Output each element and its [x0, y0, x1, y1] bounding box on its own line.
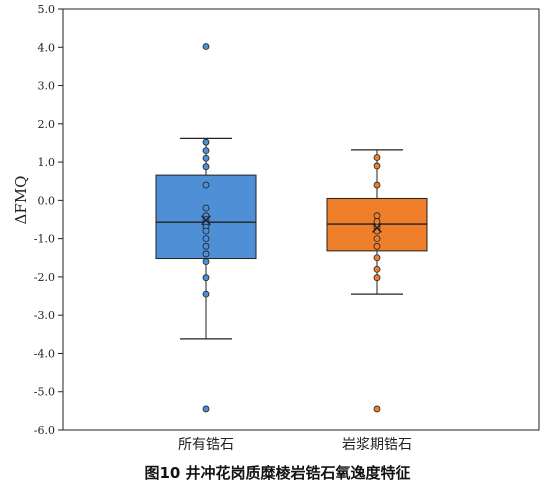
data-point — [373, 235, 381, 243]
data-point — [373, 162, 381, 170]
data-point — [202, 258, 210, 266]
plot-frame — [62, 8, 540, 431]
figure-caption: 图10 井冲花岗质糜棱岩锆石氧逸度特征 — [144, 464, 411, 482]
y-tick-label: -5.0 — [34, 386, 55, 399]
mean-marker — [372, 222, 382, 233]
data-point — [202, 204, 210, 212]
data-point — [373, 181, 381, 189]
y-tick-label: 3.0 — [38, 80, 56, 93]
data-point — [202, 154, 210, 162]
data-point — [373, 254, 381, 262]
x-category-label: 所有锆石 — [178, 437, 234, 453]
data-point — [202, 147, 210, 155]
y-tick-label: -1.0 — [34, 233, 55, 246]
y-tick-label: -3.0 — [34, 309, 55, 322]
data-point — [202, 181, 210, 189]
y-tick-label: 4.0 — [38, 41, 56, 54]
data-point — [202, 274, 210, 282]
data-point — [373, 265, 381, 273]
y-tick-label: 5.0 — [38, 3, 56, 16]
y-tick-label: -6.0 — [34, 424, 55, 437]
data-point — [373, 154, 381, 161]
y-axis-title: ΔFMQ — [12, 176, 30, 225]
data-point — [202, 163, 210, 171]
y-tick-label: 1.0 — [38, 156, 56, 169]
data-point — [202, 242, 210, 250]
mean-marker — [201, 215, 211, 226]
data-point — [373, 218, 381, 225]
data-point — [202, 250, 210, 258]
y-tick-label: 0.0 — [38, 194, 56, 207]
y-tick-label: 2.0 — [38, 118, 56, 131]
data-point — [202, 405, 210, 413]
data-point — [373, 405, 381, 413]
box-2 — [326, 149, 428, 413]
boxes — [155, 43, 428, 413]
y-tick-label: -4.0 — [34, 347, 55, 360]
box-1 — [155, 43, 257, 413]
y-tick-label: -2.0 — [34, 271, 55, 284]
data-point — [202, 43, 210, 50]
data-point — [202, 290, 210, 298]
data-point — [373, 274, 381, 282]
data-point — [373, 242, 381, 250]
data-point — [373, 212, 381, 220]
data-point — [202, 227, 210, 235]
data-point — [202, 235, 210, 243]
data-point — [202, 138, 210, 146]
x-category-label: 岩浆期锆石 — [342, 437, 412, 453]
x-axis: 所有锆石 岩浆期锆石 — [178, 437, 412, 453]
y-axis: 5.0 4.0 3.0 2.0 1.0 0.0 -1.0 -2.0 -3.0 -4.0 -5.0 -6… — [34, 3, 63, 437]
